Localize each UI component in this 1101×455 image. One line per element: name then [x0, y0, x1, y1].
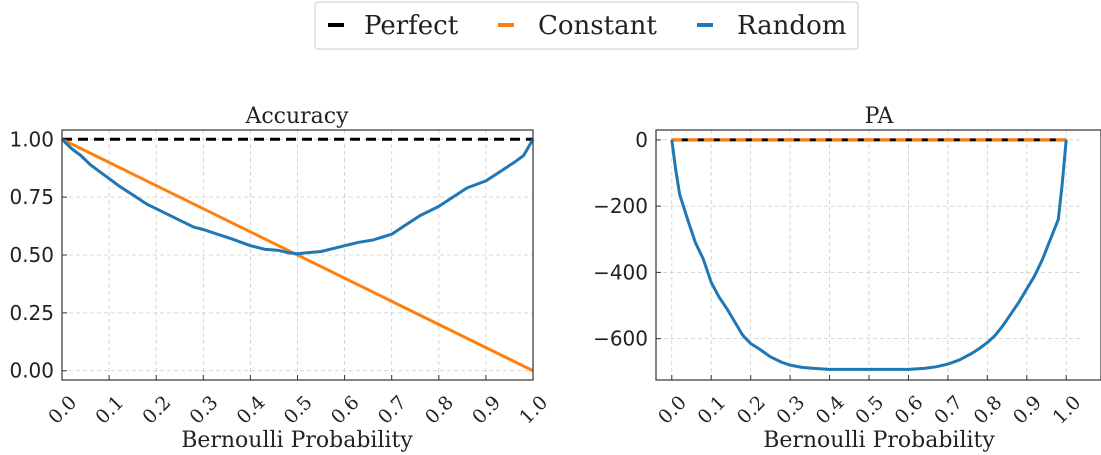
legend-label-perfect: Perfect — [364, 11, 459, 41]
pa-grid — [656, 130, 1082, 380]
pa-x-tick-label: 0.5 — [851, 392, 888, 429]
pa-x-tick-label: 0.1 — [693, 392, 730, 429]
pa-y-tick-label: −400 — [593, 260, 648, 284]
pa-x-tick-label: 0.0 — [654, 392, 691, 429]
accuracy-y-tick-label: 0.75 — [9, 185, 54, 209]
pa-x-tick-label: 0.6 — [891, 392, 928, 429]
pa-axes-frame — [655, 129, 1101, 381]
pa-x-tick-label: 0.3 — [772, 392, 809, 429]
pa-y-ticks: 0 −200 −400 −600 — [593, 128, 661, 351]
accuracy-y-tick-label: 0.00 — [9, 359, 54, 383]
legend-label-constant: Constant — [538, 11, 657, 41]
accuracy-y-ticks: 0.00 0.25 0.50 0.75 1.00 — [9, 127, 67, 383]
pa-x-tick-label: 0.4 — [812, 392, 849, 429]
pa-x-tick-label: 0.2 — [733, 392, 770, 429]
accuracy-x-tick-label: 0.1 — [91, 392, 128, 429]
accuracy-x-tick-label: 0.3 — [186, 392, 223, 429]
accuracy-x-tick-label: 0.5 — [280, 392, 317, 429]
accuracy-x-axis-label: Bernoulli Probability — [181, 428, 413, 453]
pa-x-axis-label: Bernoulli Probability — [763, 428, 995, 453]
accuracy-x-tick-label: 1.0 — [515, 392, 552, 429]
legend-frame — [314, 1, 859, 50]
pa-series — [670, 138, 1068, 371]
pa-title: PA — [865, 104, 895, 129]
accuracy-series-random — [60, 138, 535, 256]
pa-x-tick-label: 0.7 — [930, 392, 967, 429]
pa-panel: PA 0.0 0.1 0.2 0.3 0.4 0.5 0.6 0.7 0.8 0.9 1.0 0 −2… — [593, 104, 1101, 453]
accuracy-y-tick-label: 0.25 — [9, 301, 54, 325]
accuracy-title: Accuracy — [244, 104, 349, 129]
accuracy-x-tick-label: 0.4 — [233, 392, 270, 429]
legend: Perfect Constant Random — [314, 1, 859, 50]
legend-label-random: Random — [737, 11, 846, 41]
accuracy-y-tick-label: 0.50 — [9, 243, 54, 267]
accuracy-x-tick-label: 0.2 — [138, 392, 175, 429]
pa-series-random — [670, 139, 1068, 371]
accuracy-series — [60, 137, 535, 373]
pa-x-tick-label: 1.0 — [1048, 392, 1085, 429]
accuracy-x-tick-label: 0.9 — [468, 392, 505, 429]
pa-x-tick-label: 0.9 — [1009, 392, 1046, 429]
accuracy-x-tick-label: 0.7 — [374, 392, 411, 429]
accuracy-panel: Accuracy 0.0 0.1 0.2 0.3 0.4 0.5 0.6 0.7 0.8 0.9 1… — [9, 104, 552, 453]
pa-y-tick-label: −200 — [593, 194, 648, 218]
pa-y-tick-label: 0 — [635, 128, 648, 152]
pa-y-tick-label: −600 — [593, 327, 648, 351]
accuracy-x-tick-label: 0.6 — [327, 392, 364, 429]
accuracy-y-tick-label: 1.00 — [9, 127, 54, 151]
accuracy-x-ticks: 0.0 0.1 0.2 0.3 0.4 0.5 0.6 0.7 0.8 0.9 1.0 — [44, 375, 552, 429]
pa-x-ticks: 0.0 0.1 0.2 0.3 0.4 0.5 0.6 0.7 0.8 0.9 1.0 — [654, 375, 1085, 429]
accuracy-x-tick-label: 0.0 — [44, 392, 81, 429]
pa-x-tick-label: 0.8 — [970, 392, 1007, 429]
accuracy-x-tick-label: 0.8 — [421, 392, 458, 429]
